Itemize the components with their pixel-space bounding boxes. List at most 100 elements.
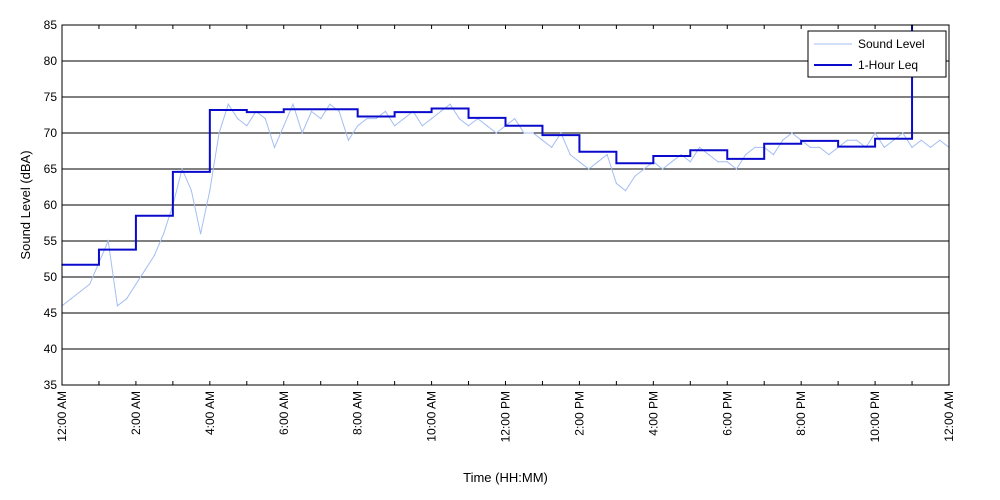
y-tick-label-35: 35	[44, 378, 58, 392]
y-tick-label-40: 40	[44, 342, 58, 356]
data-point-sound-level-40	[430, 118, 433, 120]
data-point-sound-level-69	[698, 146, 701, 148]
data-point-sound-level-9	[144, 269, 146, 271]
data-point-1-hour-leq-16	[652, 155, 655, 157]
data-point-sound-level-72	[726, 161, 728, 163]
data-point-sound-level-26	[301, 132, 303, 134]
y-tick-label-45: 45	[44, 306, 58, 320]
x-tick-label-8: 4:00 PM	[646, 391, 660, 436]
data-point-1-hour-leq-20	[800, 140, 802, 142]
data-point-sound-level-81	[809, 146, 812, 148]
data-point-1-hour-leq-15	[615, 162, 618, 165]
data-point-sound-level-20	[246, 125, 248, 127]
data-point-sound-level-25	[292, 103, 294, 105]
y-tick-label-65: 65	[44, 162, 58, 176]
x-tick-label-9: 6:00 PM	[720, 391, 734, 436]
y-axis-ticks: 35 40 45 50 55 60 65 70 75 80 85	[44, 18, 949, 392]
data-point-sound-level-10	[153, 254, 155, 256]
x-tick-label-3: 6:00 AM	[277, 391, 291, 435]
data-point-sound-level-68	[689, 161, 691, 163]
y-tick-label-50: 50	[44, 270, 58, 284]
data-point-1-hour-leq-21	[837, 145, 839, 148]
series-layer	[61, 24, 950, 307]
data-point-1-hour-leq-4	[209, 109, 211, 111]
x-tick-label-0: 12:00 AM	[55, 391, 69, 442]
x-axis-ticks: 12:00 AM 2:00 AM 4:00 AM 6:00 AM 8:00 AM 10:0…	[55, 25, 956, 442]
data-point-1-hour-leq-22	[874, 137, 876, 140]
data-point-sound-level-14	[190, 190, 192, 192]
data-point-sound-level-52	[541, 139, 544, 141]
data-point-1-hour-leq-18	[726, 158, 729, 160]
data-point-sound-level-2	[79, 290, 82, 292]
data-point-sound-level-5	[107, 240, 109, 242]
data-point-sound-level-73	[735, 168, 738, 170]
data-point-sound-level-23	[273, 146, 276, 148]
data-point-sound-level-43	[458, 118, 460, 120]
data-point-sound-level-44	[467, 125, 470, 127]
data-point-sound-level-15	[199, 233, 202, 235]
data-point-sound-level-78	[782, 139, 784, 141]
y-tick-label-85: 85	[44, 18, 58, 32]
data-point-sound-level-7	[126, 298, 128, 300]
data-point-sound-level-24	[283, 125, 285, 127]
data-point-sound-level-35	[384, 110, 386, 112]
data-point-1-hour-leq-11	[467, 117, 470, 119]
grid-layer	[62, 60, 949, 350]
data-point-sound-level-47	[495, 132, 497, 134]
x-tick-label-4: 8:00 AM	[351, 391, 365, 435]
data-point-1-hour-leq-14	[578, 150, 581, 153]
data-point-sound-level-74	[745, 154, 747, 156]
data-point-sound-level-63	[643, 168, 645, 170]
data-point-sound-level-33	[366, 118, 368, 120]
data-point-sound-level-1	[70, 298, 72, 300]
x-tick-label-1: 2:00 AM	[129, 391, 143, 435]
data-point-sound-level-32	[357, 125, 359, 127]
data-point-sound-level-41	[440, 110, 442, 112]
legend-label-sound-level: Sound Level	[858, 37, 925, 51]
data-point-1-hour-leq-10	[430, 107, 433, 110]
data-point-sound-level-51	[532, 132, 534, 134]
data-point-1-hour-leq-9	[393, 111, 396, 113]
data-point-sound-level-34	[375, 118, 377, 120]
data-point-sound-level-17	[218, 132, 220, 134]
data-point-sound-level-55	[569, 154, 571, 156]
x-axis-label: Time (HH:MM)	[463, 470, 548, 485]
data-point-sound-level-46	[486, 125, 488, 127]
data-point-sound-level-93	[920, 139, 922, 141]
data-point-sound-level-6	[116, 305, 119, 307]
data-point-sound-level-92	[911, 146, 913, 148]
data-point-1-hour-leq-1	[98, 248, 100, 251]
data-point-sound-level-60	[615, 182, 617, 184]
legend-box	[807, 30, 947, 78]
data-point-1-hour-leq-8	[356, 115, 359, 118]
x-tick-label-10: 8:00 PM	[794, 391, 808, 436]
data-point-sound-level-30	[338, 110, 340, 112]
data-point-sound-level-59	[606, 154, 608, 156]
data-point-sound-level-66	[671, 161, 673, 163]
data-point-sound-level-39	[421, 125, 423, 127]
y-tick-label-60: 60	[44, 198, 58, 212]
x-tick-label-12: 12:00 AM	[942, 391, 956, 442]
data-point-sound-level-88	[874, 132, 876, 134]
y-tick-label-75: 75	[44, 90, 58, 104]
data-point-sound-level-89	[883, 146, 885, 148]
data-point-sound-level-8	[135, 283, 137, 285]
data-point-1-hour-leq-6	[282, 108, 285, 111]
data-point-sound-level-11	[163, 233, 165, 235]
y-tick-label-80: 80	[44, 54, 58, 68]
x-tick-label-2: 4:00 AM	[203, 391, 217, 435]
data-point-sound-level-67	[680, 154, 682, 156]
data-point-sound-level-79	[791, 132, 793, 134]
data-point-sound-level-58	[597, 161, 599, 163]
data-point-sound-level-61	[625, 190, 627, 192]
data-point-sound-level-42	[449, 103, 451, 105]
data-point-sound-level-94	[929, 146, 932, 148]
y-tick-label-70: 70	[44, 126, 58, 140]
data-point-1-hour-leq-12	[504, 125, 507, 127]
data-point-1-hour-leq-13	[541, 134, 544, 136]
data-point-sound-level-85	[846, 139, 848, 141]
data-point-sound-level-53	[551, 146, 553, 148]
data-point-sound-level-75	[754, 146, 756, 148]
data-point-sound-level-37	[403, 118, 405, 120]
data-point-sound-level-83	[828, 154, 830, 156]
